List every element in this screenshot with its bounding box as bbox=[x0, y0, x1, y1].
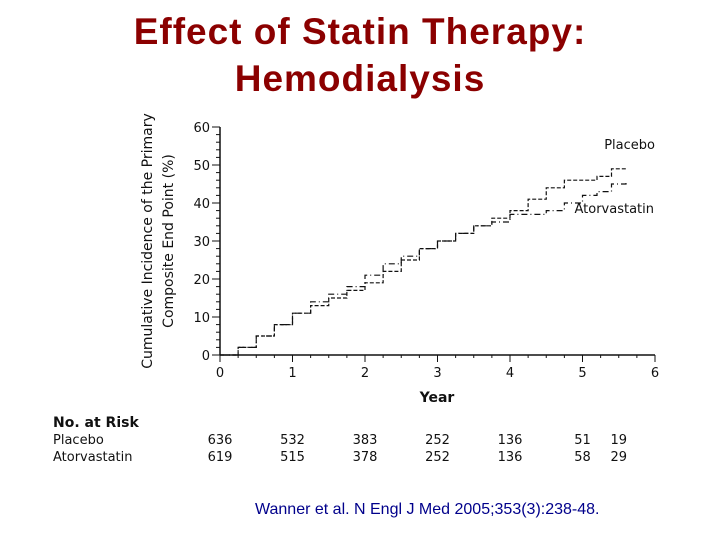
y-tick-label: 20 bbox=[193, 273, 210, 288]
y-tick-label: 50 bbox=[193, 159, 210, 174]
risk-cell-atorvastatin: 378 bbox=[353, 450, 378, 465]
risk-cell-placebo: 383 bbox=[353, 433, 378, 448]
x-tick-label: 6 bbox=[651, 366, 659, 381]
x-tick-label: 3 bbox=[433, 366, 441, 381]
series-line-atorvastatin bbox=[220, 180, 627, 356]
slide-title-line-2: Hemodialysis bbox=[234, 58, 486, 99]
citation: Wanner et al. N Engl J Med 2005;353(3):2… bbox=[255, 501, 600, 518]
y-tick-label: 60 bbox=[193, 121, 210, 136]
series-label-atorvastatin: Atorvastatin bbox=[574, 202, 654, 217]
risk-cell-atorvastatin: 29 bbox=[610, 450, 627, 465]
risk-cell-placebo: 532 bbox=[280, 433, 305, 448]
series-label-placebo: Placebo bbox=[604, 138, 655, 153]
y-tick-label: 10 bbox=[193, 311, 210, 326]
chart-series: Placebo Atorvastatin bbox=[220, 138, 655, 356]
series-line-placebo bbox=[220, 168, 626, 356]
risk-cell-placebo: 19 bbox=[610, 433, 627, 448]
x-axis-label: Year bbox=[419, 390, 455, 406]
x-tick-label: 1 bbox=[288, 366, 296, 381]
risk-cell-placebo: 636 bbox=[208, 433, 233, 448]
risk-cell-placebo: 136 bbox=[498, 433, 523, 448]
y-tick-label: 40 bbox=[193, 197, 210, 212]
risk-cell-atorvastatin: 136 bbox=[498, 450, 523, 465]
x-tick-label: 4 bbox=[506, 366, 514, 381]
risk-row-label-atorvastatin: Atorvastatin bbox=[53, 450, 133, 465]
risk-cell-atorvastatin: 619 bbox=[208, 450, 233, 465]
x-tick-label: 0 bbox=[216, 366, 224, 381]
risk-cell-placebo: 252 bbox=[425, 433, 450, 448]
x-tick-label: 2 bbox=[361, 366, 369, 381]
slide-title-line-1: Effect of Statin Therapy: bbox=[133, 11, 587, 52]
risk-cell-atorvastatin: 58 bbox=[574, 450, 591, 465]
risk-cell-atorvastatin: 515 bbox=[280, 450, 305, 465]
chart-labels: Cumulative Incidence of the Primary Comp… bbox=[140, 113, 454, 406]
y-axis-label-line-1: Cumulative Incidence of the Primary bbox=[140, 113, 156, 369]
risk-cell-placebo: 51 bbox=[574, 433, 591, 448]
y-axis-label-line-2: Composite End Point (%) bbox=[161, 154, 177, 328]
chart-axes: 0 10 20 30 40 50 60 0 1 2 3 4 5 6 bbox=[193, 121, 659, 381]
risk-table-title: No. at Risk bbox=[53, 415, 139, 431]
risk-cell-atorvastatin: 252 bbox=[425, 450, 450, 465]
x-tick-label: 5 bbox=[578, 366, 586, 381]
y-tick-label: 30 bbox=[193, 235, 210, 250]
risk-table: No. at Risk Placebo Atorvastatin 636 532 3… bbox=[53, 415, 627, 465]
y-tick-label: 0 bbox=[202, 349, 210, 364]
risk-row-label-placebo: Placebo bbox=[53, 433, 104, 448]
